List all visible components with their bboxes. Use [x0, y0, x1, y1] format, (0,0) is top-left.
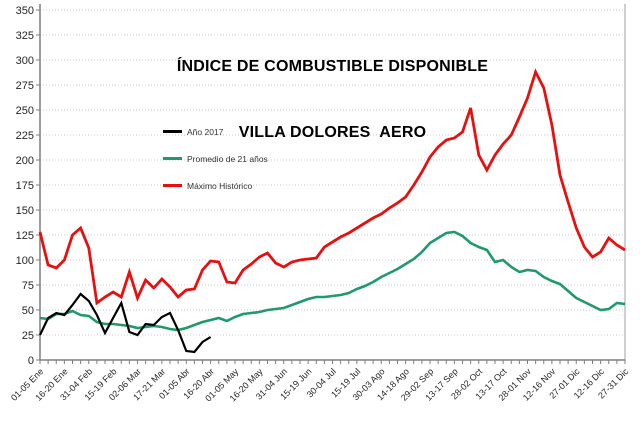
y-tick-label: 0: [28, 355, 34, 367]
chart-title-line1: ÍNDICE DE COMBUSTIBLE DISPONIBLE: [176, 58, 489, 75]
y-tick-label: 125: [16, 230, 34, 242]
series-line-m-ximo-hist-rico: [38, 68, 626, 306]
y-tick-label: 75: [22, 280, 34, 292]
legend-label-maximo: Máximo Histórico: [187, 180, 253, 191]
y-tick-label: 275: [16, 80, 34, 92]
y-tick-label: 325: [16, 30, 34, 42]
legend: Año 2017 Promedio de 21 años Máximo Hist…: [163, 118, 268, 199]
legend-swatch-maximo: [163, 184, 182, 187]
chart-title-line2: VILLA DOLORES AERO: [238, 124, 427, 141]
y-tick-label: 175: [16, 180, 34, 192]
series-line-promedio-de-21-a-os: [39, 230, 626, 332]
y-tick-label: 100: [16, 255, 34, 267]
y-tick-label: 300: [16, 55, 34, 67]
legend-item-ano-2017: Año 2017: [163, 118, 268, 145]
legend-label-ano-2017: Año 2017: [187, 126, 224, 137]
legend-item-promedio: Promedio de 21 años: [163, 145, 268, 172]
y-tick-label: 350: [16, 5, 34, 17]
y-tick-label: 150: [16, 205, 34, 217]
y-tick-label: 225: [16, 130, 34, 142]
legend-swatch-promedio: [163, 157, 182, 160]
legend-item-maximo: Máximo Histórico: [163, 172, 268, 199]
y-tick-label: 50: [22, 305, 34, 317]
chart-title: ÍNDICE DE COMBUSTIBLE DISPONIBLE VILLA D…: [40, 12, 625, 188]
y-tick-label: 25: [22, 330, 34, 342]
y-tick-label: 200: [16, 155, 34, 167]
legend-label-promedio: Promedio de 21 años: [187, 153, 268, 164]
legend-swatch-ano-2017: [163, 130, 182, 133]
series-line-a-o-2017: [39, 292, 212, 354]
y-tick-label: 250: [16, 105, 34, 117]
